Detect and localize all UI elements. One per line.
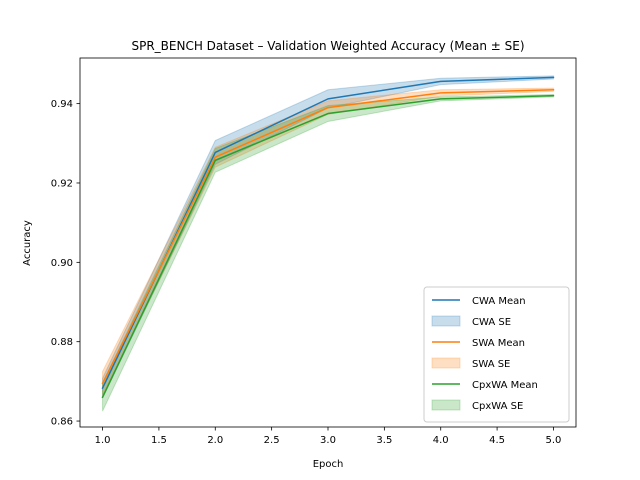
legend-label: CWA SE bbox=[472, 317, 511, 328]
y-tick-label: 0.94 bbox=[51, 99, 73, 110]
y-tick-label: 0.92 bbox=[51, 178, 73, 189]
x-tick-label: 2.0 bbox=[207, 435, 223, 446]
legend-label: CpxWA Mean bbox=[472, 380, 538, 391]
y-axis-label: Accuracy bbox=[22, 220, 33, 266]
x-tick-label: 5.0 bbox=[546, 435, 562, 446]
legend-box bbox=[423, 286, 570, 423]
x-tick-label: 3.5 bbox=[376, 435, 392, 446]
legend-label: SWA Mean bbox=[472, 338, 525, 349]
legend-band-swatch bbox=[431, 357, 461, 369]
legend-band-swatch bbox=[431, 399, 461, 411]
x-tick-label: 1.0 bbox=[95, 435, 111, 446]
axes: 1.0 1.5 2.0 2.5 3.0 3.5 4.0 4.5 5.0 0.86 0.88 0.90 0… bbox=[51, 57, 577, 446]
legend: CWA Mean CWA SE SWA Mean SWA SE CpxWA Mean Cp… bbox=[423, 286, 570, 423]
x-tick-label: 4.5 bbox=[489, 435, 505, 446]
x-tick-label: 2.5 bbox=[264, 435, 280, 446]
legend-label: CWA Mean bbox=[472, 296, 526, 307]
mean-line-1 bbox=[101, 88, 555, 385]
legend-label: CpxWA SE bbox=[472, 401, 523, 412]
legend-band-swatch bbox=[431, 315, 461, 327]
y-tick-label: 0.90 bbox=[51, 258, 73, 269]
x-axis-label: Epoch bbox=[313, 459, 344, 470]
legend-label: SWA SE bbox=[472, 359, 510, 370]
y-tick-label: 0.88 bbox=[51, 337, 73, 348]
x-tick-label: 1.5 bbox=[151, 435, 167, 446]
y-tick-label: 0.86 bbox=[51, 417, 73, 428]
mean-lines bbox=[101, 76, 555, 399]
chart-title: SPR_BENCH Dataset – Validation Weighted … bbox=[131, 39, 524, 53]
x-tick-label: 3.0 bbox=[320, 435, 336, 446]
mean-line-2 bbox=[101, 94, 555, 399]
se-band-2 bbox=[102, 93, 554, 412]
x-tick-label: 4.0 bbox=[433, 435, 449, 446]
